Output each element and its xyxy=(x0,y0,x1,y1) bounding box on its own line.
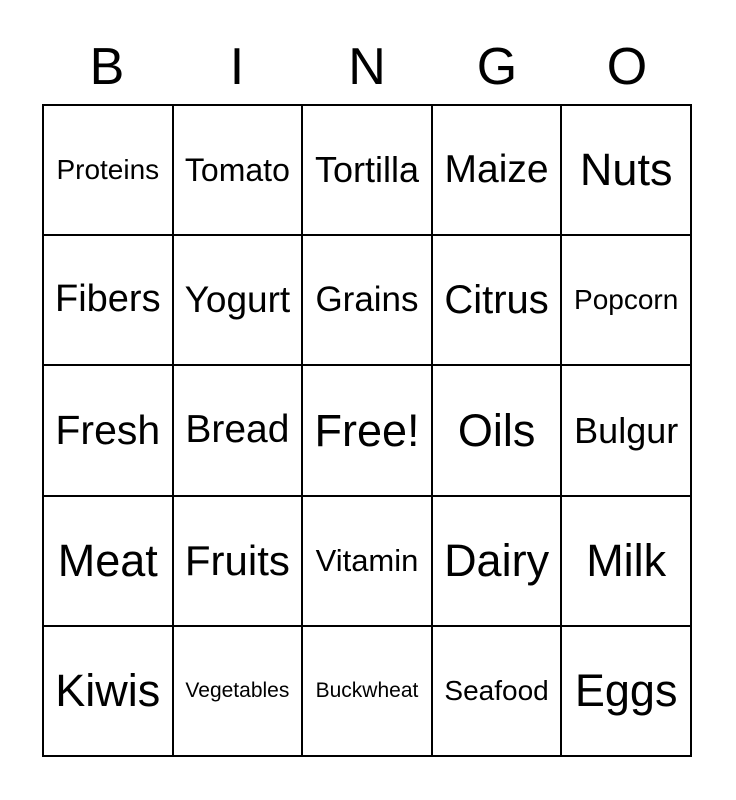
free-space-cell[interactable]: Free! xyxy=(301,364,433,497)
card-row: Kiwis Vegetables Buckwheat Seafood Eggs xyxy=(42,624,692,758)
title-letter-o: O xyxy=(606,38,648,96)
bingo-cell[interactable]: Yogurt xyxy=(171,234,304,367)
card-row: Proteins Tomato Tortilla Maize Nuts xyxy=(42,103,692,237)
cell-label: Yogurt xyxy=(184,279,291,320)
bingo-cell[interactable]: Dairy xyxy=(430,494,563,627)
title-letter-g: G xyxy=(476,38,518,96)
bingo-cell[interactable]: Fibers xyxy=(42,234,174,367)
cell-label: Seafood xyxy=(444,674,549,706)
title-letter-b: B xyxy=(89,38,125,96)
title-letter-n: N xyxy=(348,38,386,96)
cell-label: Tomato xyxy=(184,151,290,188)
bingo-cell[interactable]: Citrus xyxy=(430,234,563,367)
card-row: Fibers Yogurt Grains Citrus Popcorn xyxy=(42,234,692,367)
bingo-card-grid: Proteins Tomato Tortilla Maize Nuts Fibers Yog… xyxy=(42,103,692,758)
bingo-cell[interactable]: Popcorn xyxy=(560,234,692,367)
cell-label: Vegetables xyxy=(185,678,290,702)
cell-label: Popcorn xyxy=(574,284,679,316)
cell-label: Vitamin xyxy=(315,542,419,578)
bingo-cell[interactable]: Meat xyxy=(42,494,174,627)
bingo-cell[interactable]: Fresh xyxy=(42,364,174,497)
bingo-cell[interactable]: Fruits xyxy=(171,494,304,627)
cell-label: Bread xyxy=(185,408,290,452)
bingo-cell[interactable]: Vitamin xyxy=(301,494,433,627)
bingo-cell[interactable]: Tomato xyxy=(171,103,304,237)
bingo-title: B I N G O xyxy=(42,34,692,100)
cell-label: Maize xyxy=(444,147,549,191)
title-letter-i: I xyxy=(229,38,245,96)
cell-label: Citrus xyxy=(444,278,549,323)
card-row: Meat Fruits Vitamin Dairy Milk xyxy=(42,494,692,627)
cell-label: Bulgur xyxy=(574,409,679,451)
cell-label: Oils xyxy=(457,404,536,456)
bingo-cell[interactable]: Kiwis xyxy=(42,624,174,758)
cell-label: Fruits xyxy=(184,536,290,584)
bingo-cell[interactable]: Vegetables xyxy=(171,624,304,758)
bingo-cell[interactable]: Tortilla xyxy=(301,103,433,237)
bingo-cell[interactable]: Maize xyxy=(430,103,563,237)
bingo-cell[interactable]: Proteins xyxy=(42,103,174,237)
bingo-cell[interactable]: Bulgur xyxy=(560,364,692,497)
cell-label: Dairy xyxy=(444,534,550,586)
cell-label: Nuts xyxy=(579,144,673,196)
bingo-cell[interactable]: Oils xyxy=(430,364,563,497)
cell-label: Eggs xyxy=(574,665,678,716)
bingo-cell[interactable]: Seafood xyxy=(430,624,563,758)
bingo-cell[interactable]: Buckwheat xyxy=(301,624,433,758)
cell-label: Tortilla xyxy=(314,149,419,191)
cell-label: Grains xyxy=(315,280,419,320)
cell-label: Proteins xyxy=(56,154,160,185)
bingo-cell[interactable]: Nuts xyxy=(560,103,692,237)
cell-label: Fresh xyxy=(55,406,161,453)
cell-label: Milk xyxy=(586,534,667,586)
cell-label: Buckwheat xyxy=(315,678,419,702)
cell-label: Kiwis xyxy=(55,665,161,716)
bingo-cell[interactable]: Bread xyxy=(171,364,304,497)
cell-label: Meat xyxy=(57,534,158,586)
card-body: Proteins Tomato Tortilla Maize Nuts Fibers Yog… xyxy=(42,103,692,758)
bingo-cell[interactable]: Eggs xyxy=(560,624,692,758)
bingo-cell[interactable]: Grains xyxy=(301,234,433,367)
card-row: Fresh Bread Free! Oils Bulgur xyxy=(42,364,692,497)
bingo-cell[interactable]: Milk xyxy=(560,494,692,627)
cell-label: Free! xyxy=(314,404,420,456)
cell-label: Fibers xyxy=(55,278,161,321)
